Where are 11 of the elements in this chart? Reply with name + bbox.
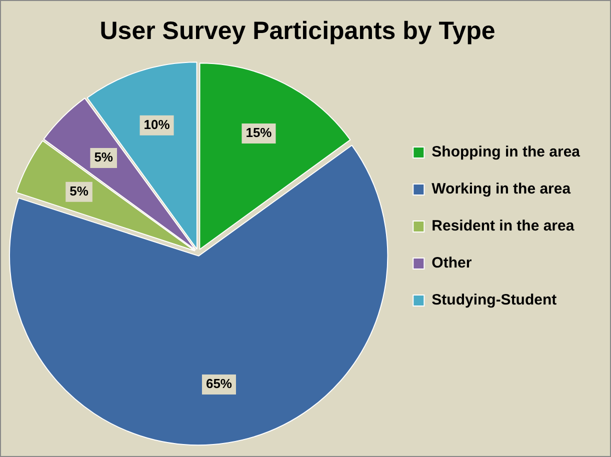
data-label: 10%	[144, 117, 170, 132]
chart-title: User Survey Participants by Type	[100, 16, 496, 45]
data-label: 15%	[246, 125, 272, 140]
data-label: 5%	[70, 183, 89, 198]
legend-label: Working in the area	[432, 180, 572, 198]
data-label: 5%	[94, 150, 114, 165]
legend-label: Resident in the area	[432, 218, 575, 235]
legend-label: Other	[432, 254, 472, 272]
legend-label: Studying-Student	[432, 292, 557, 309]
data-label: 65%	[206, 376, 232, 392]
legend-label: Shopping in the area	[432, 144, 581, 161]
